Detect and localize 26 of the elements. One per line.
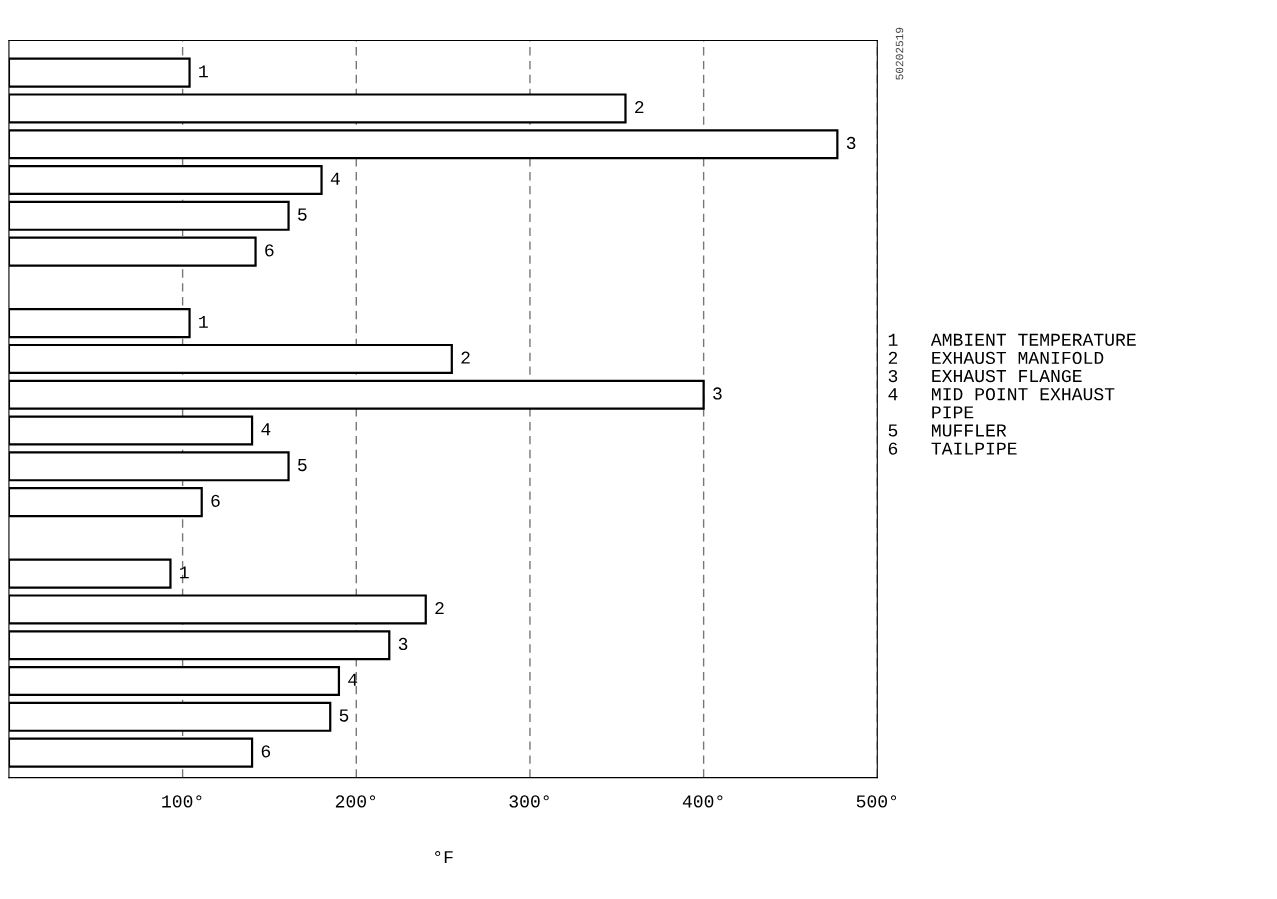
annotation: 6 — [265, 244, 274, 257]
annotation: 6 — [261, 745, 271, 758]
annotation: 4 — [348, 673, 358, 686]
annotation: 3 — [846, 136, 856, 150]
annotation: 3 — [713, 387, 722, 400]
annotation: 1 — [180, 566, 189, 579]
x-tick-label: 100° — [162, 795, 202, 808]
annotation: 2 — [635, 101, 644, 114]
x-tick-label: 500° — [856, 795, 897, 808]
annotation: 1 — [199, 65, 208, 78]
annotation: 5 — [298, 208, 307, 221]
annotation: 2 — [461, 351, 470, 364]
annotation: 4 — [330, 172, 340, 185]
annotation: 5 — [339, 709, 349, 722]
annotation: 4 — [261, 423, 271, 436]
text: 1 AMBIENT TEMPERATURE 2 EXHAUST MANIFOLD 3 EXHAUST FLANGE 4 MID POINT EXHAUST PIPE 5 MUFFLER 6 TAILPIPE — [888, 333, 1136, 455]
annotation: 1 — [199, 315, 208, 328]
annotation: 5 — [298, 459, 307, 472]
annotation: 3 — [398, 637, 408, 651]
text: 50202519 — [895, 27, 904, 80]
x-axis-title: °F — [435, 851, 453, 864]
annotation: 2 — [435, 602, 444, 615]
x-tick-label: 200° — [335, 795, 376, 808]
x-tick-label: 300° — [509, 795, 549, 808]
x-tick-label: 400° — [682, 795, 723, 808]
annotation: 6 — [211, 494, 220, 507]
